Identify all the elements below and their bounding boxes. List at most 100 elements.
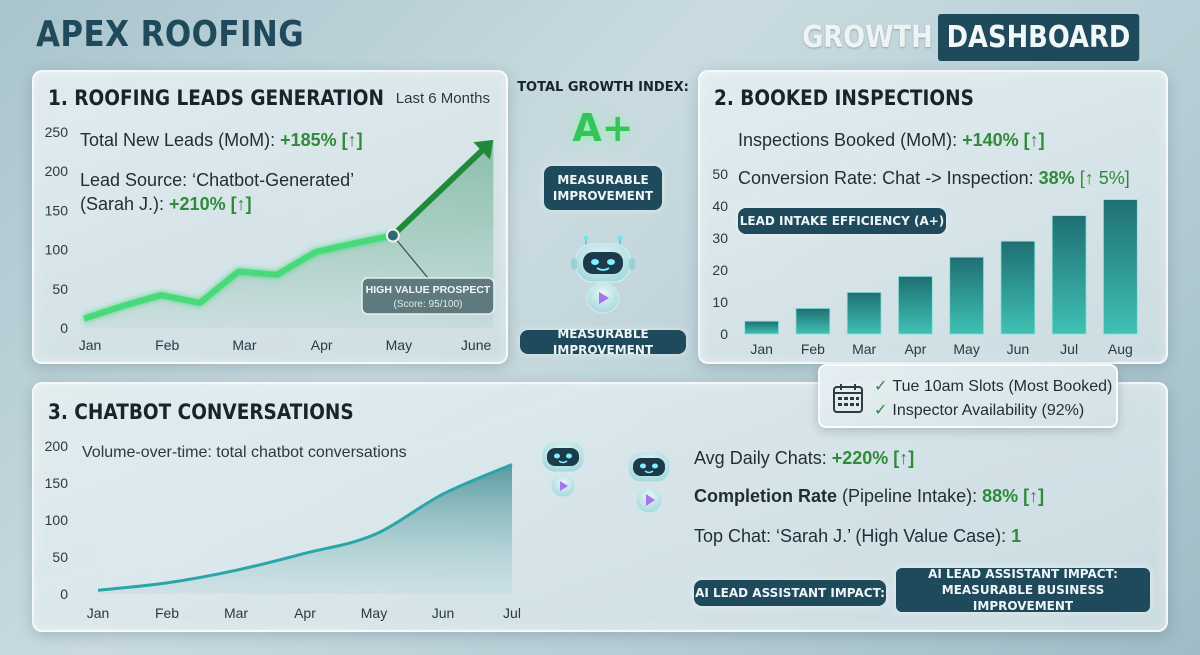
leads-stat-total: Total New Leads (MoM): +185% [↑] bbox=[80, 130, 363, 151]
brand-title: APEX ROOFING bbox=[36, 14, 305, 55]
dashboard-title-dashboard: DASHBOARD bbox=[938, 13, 1140, 61]
inspection-bar bbox=[846, 291, 882, 335]
availability-line1-text: Tue 10am Slots (Most Booked) bbox=[892, 378, 1113, 395]
ai-impact-box-line2: MEASURABLE BUSINESS IMPROVEMENT bbox=[941, 583, 1105, 613]
lead-intake-efficiency-badge: LEAD INTAKE EFFICIENCY (A+) bbox=[738, 208, 946, 234]
bars-ytick: 40 bbox=[712, 198, 728, 214]
area-xtick: Jun bbox=[432, 605, 455, 621]
chatbot-line bbox=[97, 463, 513, 592]
chatbot-stat-top-label: Top Chat: ‘Sarah J.’ (High Value Case): bbox=[694, 526, 1012, 546]
leads-trend-arrowhead bbox=[473, 139, 494, 160]
inspections-stat-booked: Inspections Booked (MoM): +140% [↑] bbox=[738, 130, 1045, 151]
bars-ytick: 20 bbox=[712, 262, 728, 278]
area-ytick: 0 bbox=[60, 586, 68, 602]
leads-callout-connector bbox=[392, 235, 429, 279]
area-ytick: 150 bbox=[45, 475, 69, 491]
dashboard-title-growth: GROWTH bbox=[802, 19, 934, 55]
inspection-bar bbox=[898, 275, 933, 335]
inspections-panel: 2. BOOKED INSPECTIONS Inspections Booked… bbox=[698, 70, 1168, 364]
area-xtick: May bbox=[361, 605, 387, 621]
bars-xtick: Mar bbox=[852, 341, 876, 357]
calendar-icon bbox=[833, 384, 863, 413]
chatbot-stat-daily-label: Avg Daily Chats: bbox=[694, 448, 832, 468]
inspection-bar bbox=[1051, 215, 1087, 335]
bars-xtick: Jul bbox=[1060, 341, 1078, 357]
inspections-chart: 0 10 20 30 40 50 Jan Feb Mar Apr May Jun Jul Aug bbox=[712, 166, 1138, 357]
growth-index-grade: A+ bbox=[572, 106, 634, 150]
bars-ytick: 0 bbox=[720, 326, 728, 342]
robot-icon-chart bbox=[541, 441, 585, 498]
area-xtick: Mar bbox=[224, 605, 248, 621]
bars-ytick: 10 bbox=[712, 294, 728, 310]
leads-trend-arrow bbox=[389, 147, 485, 239]
availability-line1: ✓ Tue 10am Slots (Most Booked) bbox=[874, 376, 1112, 396]
inspection-bar bbox=[744, 320, 779, 335]
inspection-bar bbox=[795, 307, 831, 335]
leads-stat-source-value: +210% [↑] bbox=[169, 194, 252, 214]
leads-xtick: June bbox=[461, 337, 492, 353]
leads-callout-title: HIGH VALUE PROSPECT bbox=[366, 284, 491, 296]
leads-xtick: Feb bbox=[155, 337, 179, 353]
bars-xtick: May bbox=[953, 341, 979, 357]
area-xtick: Apr bbox=[294, 605, 316, 621]
chatbot-stat-completion-value: 88% [↑] bbox=[982, 486, 1045, 506]
leads-line bbox=[83, 232, 394, 322]
inspection-bar bbox=[1000, 240, 1036, 335]
availability-line2-text: Inspector Availability (92%) bbox=[892, 402, 1085, 419]
growth-index-label: TOTAL GROWTH INDEX: bbox=[517, 80, 689, 95]
leads-xtick: May bbox=[386, 337, 412, 353]
bars-ytick: 30 bbox=[712, 230, 728, 246]
leads-stat-source-label: (Sarah J.): bbox=[80, 194, 170, 214]
chatbot-stat-daily: Avg Daily Chats: +220% [↑] bbox=[694, 448, 914, 469]
area-xtick: Jan bbox=[87, 605, 110, 621]
area-ytick: 100 bbox=[45, 512, 69, 528]
chatbot-chart: 0 50 100 150 200 Jan Feb Mar Apr May Jun Jul bbox=[45, 438, 521, 621]
chatbot-stat-completion: Completion Rate (Pipeline Intake): 88% [… bbox=[694, 486, 1044, 507]
inspection-bar bbox=[1103, 199, 1138, 335]
chatbot-chart-subtitle: Volume-over-time: total chatbot conversa… bbox=[82, 444, 407, 461]
area-xtick: Feb bbox=[155, 605, 179, 621]
inspections-panel-title: 2. BOOKED INSPECTIONS bbox=[714, 86, 974, 110]
chatbot-panel-title: 3. CHATBOT CONVERSATIONS bbox=[48, 400, 354, 424]
check-icon: ✓ bbox=[874, 378, 888, 395]
leads-callout-sub: (Score: 95/100) bbox=[394, 299, 463, 310]
area-ytick: 50 bbox=[52, 549, 68, 565]
robot-icon bbox=[571, 236, 635, 314]
leads-chart: 0 50 100 150 200 250 Jan Feb Mar Apr May June HIGH… bbox=[45, 124, 495, 353]
leads-callout-box bbox=[361, 277, 495, 315]
leads-xtick: Apr bbox=[311, 337, 333, 353]
measurable-improvement-badge: MEASURABLE IMPROVEMENT bbox=[544, 166, 662, 210]
inspections-stat-booked-value: +140% [↑] bbox=[962, 130, 1045, 150]
leads-panel: 1. ROOFING LEADS GENERATION Last 6 Month… bbox=[32, 70, 508, 364]
leads-stat-source: (Sarah J.): +210% [↑] bbox=[80, 194, 252, 215]
measurable-improvement-badge-bottom: MEASURABLE IMPROVEMENT bbox=[520, 327, 686, 357]
bars-xtick: Jan bbox=[750, 341, 773, 357]
ai-impact-label: AI LEAD ASSISTANT IMPACT: bbox=[694, 580, 886, 606]
bars-xtick: Feb bbox=[801, 341, 825, 357]
leads-ytick: 100 bbox=[45, 242, 69, 258]
inspection-bar bbox=[949, 256, 984, 335]
area-ytick: 200 bbox=[45, 438, 69, 454]
inspections-stat-conversion-delta: [↑ 5%] bbox=[1079, 168, 1130, 188]
chatbot-stat-completion-bold: Completion Rate bbox=[694, 486, 838, 506]
leads-ytick: 200 bbox=[45, 163, 69, 179]
dashboard-title: GROWTH DASHBOARD bbox=[774, 12, 1172, 62]
leads-ytick: 150 bbox=[45, 202, 69, 218]
inspections-stat-booked-label: Inspections Booked (MoM): bbox=[738, 130, 963, 150]
ai-impact-box-line1: AI LEAD ASSISTANT IMPACT: bbox=[928, 567, 1118, 581]
availability-card: ✓ Tue 10am Slots (Most Booked) ✓ Inspector… bbox=[818, 364, 1118, 428]
leads-stat-source-line1: Lead Source: ‘Chatbot-Generated’ bbox=[80, 170, 355, 190]
inspections-stat-conversion-value: 38% bbox=[1038, 168, 1075, 188]
leads-stat-total-label: Total New Leads (MoM): bbox=[80, 130, 281, 150]
bars-xtick: Aug bbox=[1108, 341, 1133, 357]
leads-highlight-point bbox=[385, 228, 400, 243]
leads-ytick: 250 bbox=[45, 124, 69, 140]
check-icon: ✓ bbox=[874, 402, 888, 419]
inspections-stat-conversion: Conversion Rate: Chat -> Inspection: 38%… bbox=[738, 168, 1130, 189]
chatbot-stat-completion-label: (Pipeline Intake): bbox=[837, 486, 983, 506]
bars-xtick: Apr bbox=[904, 341, 926, 357]
chatbot-stat-top: Top Chat: ‘Sarah J.’ (High Value Case): … bbox=[694, 526, 1021, 547]
leads-period: Last 6 Months bbox=[395, 90, 490, 107]
availability-line2: ✓ Inspector Availability (92%) bbox=[874, 400, 1084, 420]
leads-stat-total-value: +185% [↑] bbox=[280, 130, 363, 150]
